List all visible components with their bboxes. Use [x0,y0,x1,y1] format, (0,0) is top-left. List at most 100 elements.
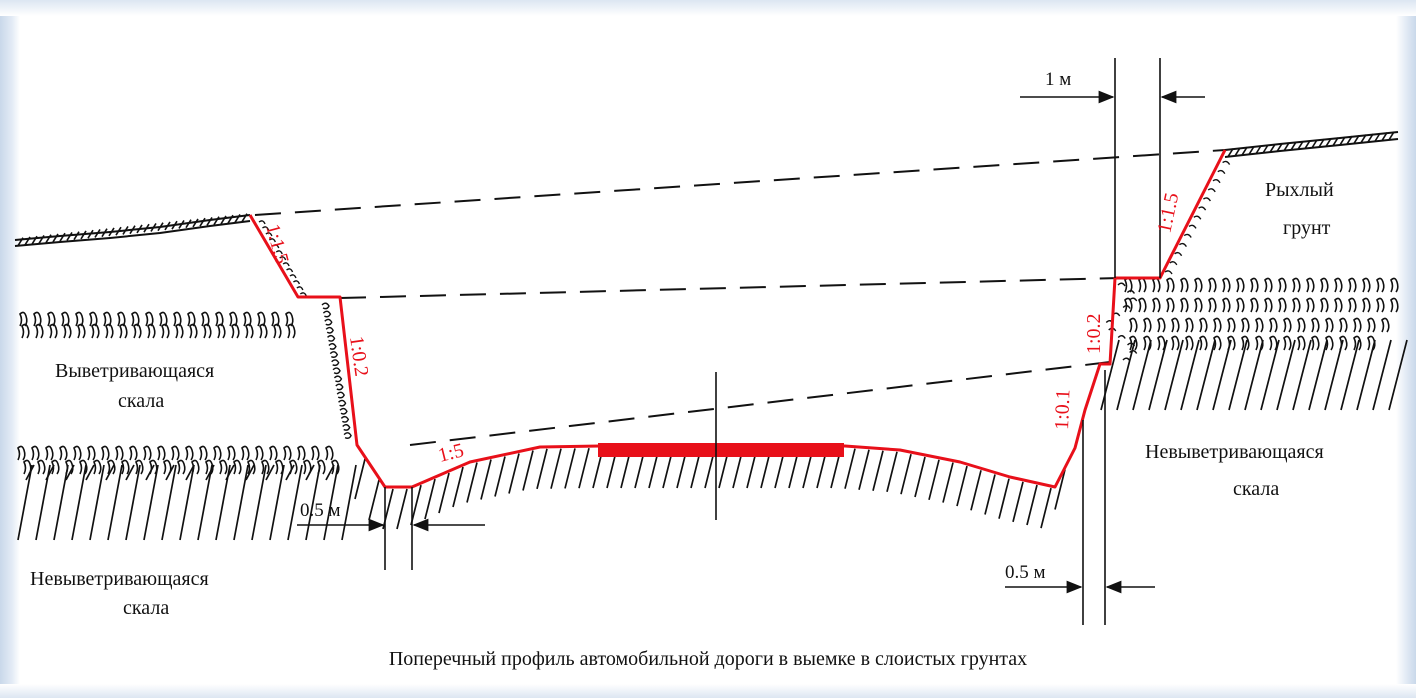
ground-hatch-tick [31,235,38,245]
bedrock-hatch-line [578,447,590,489]
bedrock-hatch-line [325,464,335,481]
bedrock-hatch-line [956,465,968,507]
slope-texture-mark [325,326,334,334]
rock-texture-mark [1138,277,1147,293]
ground-hatch-tick [199,217,206,227]
bedrock-hatch-line [1292,339,1312,411]
rock-texture-mark [287,323,296,339]
rock-texture-mark [1250,297,1259,313]
road-pavement [598,443,844,457]
rock-texture-mark [1171,335,1180,351]
bedrock-hatch-line [1228,339,1248,411]
rock-texture-mark [215,311,224,327]
bedrock-hatch-line [998,478,1010,519]
dimension-label-top-right: 1 м [1045,69,1071,90]
rock-texture-mark [227,445,236,461]
bedrock-hatch-line [145,464,155,481]
ground-hatch-tick [1290,141,1297,151]
rock-texture-mark [189,323,198,339]
rock-texture-mark [1381,317,1390,333]
bedrock-hatch-line [265,464,275,481]
slope-texture-mark [258,220,266,225]
ground-hatch-tick [1227,148,1234,158]
ground-hatch-tick [1234,147,1241,157]
label-loose-soil-line1: Рыхлый [1265,179,1334,201]
bedrock-hatch-line [197,464,213,541]
slope-texture-mark [279,256,287,261]
rock-texture-mark [147,323,156,339]
rock-texture-mark [1185,335,1194,351]
slope-texture-mark [1207,188,1216,193]
rock-texture-mark [241,445,250,461]
bedrock-hatch-line [508,453,520,494]
rock-texture-mark [1255,317,1264,333]
rock-texture-mark [1362,297,1371,313]
rock-texture-mark [31,445,40,461]
rock-texture-mark [1353,335,1362,351]
slope-texture-mark [329,351,339,358]
bedrock-hatch-line [165,464,175,481]
rock-texture-mark [1334,277,1343,293]
rock-texture-mark [157,445,166,461]
rock-texture-mark [1376,297,1385,313]
bedrock-hatch-line [65,464,75,481]
bedrock-hatch-line [1180,339,1200,411]
rock-texture-mark [1348,297,1357,313]
rock-texture-mark [75,311,84,327]
rock-texture-mark [1376,277,1385,293]
rock-texture-mark [213,445,222,461]
slope-texture-mark [328,343,337,350]
ground-hatch-tick [38,235,45,244]
bedrock-hatch-line [179,464,195,541]
ground-hatch-tick [17,237,24,247]
slope-texture-mark [336,391,345,399]
bedrock-hatch-line [25,464,35,481]
right-ground-hatch [1227,131,1395,158]
ground-hatch-tick [52,233,59,243]
rock-texture-mark [1157,317,1166,333]
ground-hatch-tick [24,236,31,246]
bedrock-hatch-line [107,464,123,541]
rock-texture-mark [1199,335,1208,351]
slope-label-right-upper: 1:1.5 [1153,191,1183,235]
rock-texture-mark [61,311,70,327]
slope-texture-mark [265,232,273,237]
rock-texture-mark [1320,297,1329,313]
rock-texture-mark [45,445,54,461]
rock-texture-mark [35,323,44,339]
bedrock-hatch-line [269,464,285,541]
rock-texture-mark [233,459,242,475]
bedrock-hatch-line [53,464,69,541]
bedrock-hatch-line [564,448,576,489]
rock-texture-mark [1297,335,1306,351]
ground-hatch-tick [1388,131,1395,141]
rock-texture-mark [133,323,142,339]
slope-texture-mark [1193,215,1202,220]
rock-texture-mark [297,445,306,461]
slope-texture-mark [1222,160,1231,165]
slope-texture-mark [1217,169,1226,175]
ground-hatch-tick [164,221,171,231]
bedrock-hatch-line [305,464,315,481]
ground-hatch-tick [1360,134,1367,144]
bedrock-hatch-line [1244,339,1264,411]
ground-hatch-tick [1367,133,1374,143]
dimension-label-bottom-left: 0.5 м [300,500,341,521]
ground-hatch-tick [1255,145,1262,155]
bedrock-hatch-line [424,478,436,520]
rock-texture-mark [283,445,292,461]
bedrock-hatch-line [1324,339,1344,411]
rock-texture-mark [1269,335,1278,351]
rock-texture-mark [1306,297,1315,313]
bedrock-hatch-line [17,464,33,541]
rock-texture-mark [1255,335,1264,351]
rock-texture-mark [1227,317,1236,333]
rock-texture-mark [219,459,228,475]
bedrock-hatch-line [205,464,215,481]
rock-texture-mark [201,311,210,327]
rock-texture-mark [173,311,182,327]
label-weathering-rock-line2: скала [118,390,164,412]
slope-texture-mark [1188,224,1197,229]
rock-texture-mark [93,459,102,475]
bedrock-hatch-line [185,464,195,481]
